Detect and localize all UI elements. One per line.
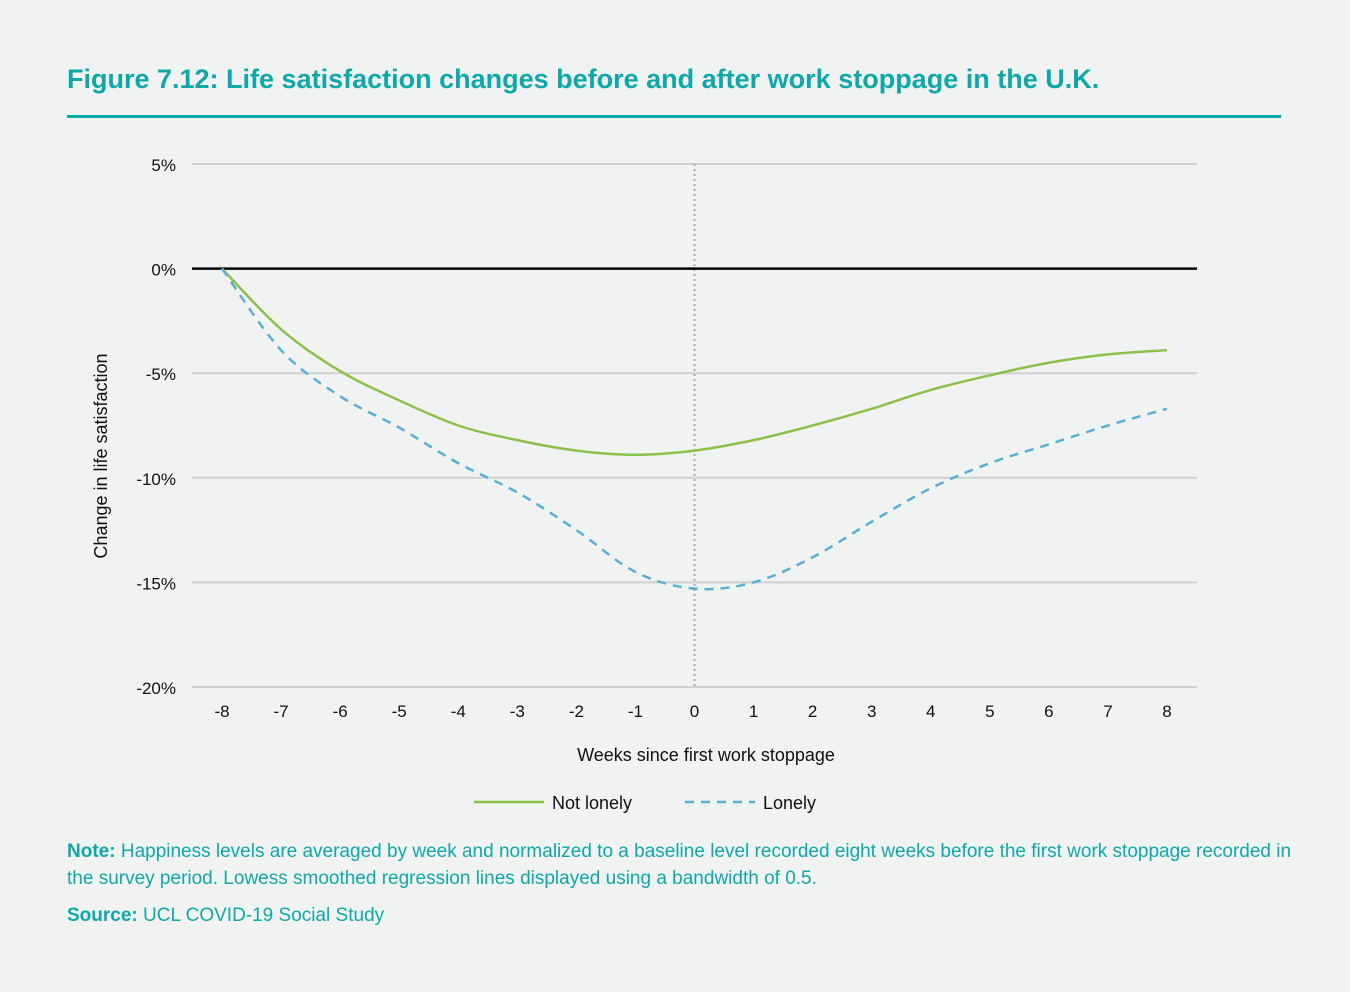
y-tick-label: -20% [136,679,176,698]
x-tick-label: 0 [690,702,699,721]
series-line-not-lonely [221,267,1168,457]
x-tick-label: -6 [333,702,348,721]
x-tick-label: -1 [628,702,643,721]
x-tick-label: -2 [569,702,584,721]
x-tick-label: 8 [1162,702,1171,721]
x-tick-label: -7 [274,702,289,721]
x-tick-label: -8 [214,702,229,721]
y-tick-label: -5% [146,365,176,384]
figure-title: Figure 7.12: Life satisfaction changes b… [67,64,1100,94]
x-tick-label: -4 [451,702,466,721]
x-axis-label: Weeks since first work stoppage [577,745,835,765]
y-tick-label: -15% [136,574,176,593]
series-line-lonely [220,267,1168,591]
figure-source: Source: UCL COVID-19 Social Study [67,905,384,927]
source-text: UCL COVID-19 Social Study [137,905,385,926]
x-tick-label: 3 [867,702,876,721]
y-tick-label: 5% [151,156,176,175]
y-axis-label: Change in life satisfaction [91,353,111,558]
legend-label: Lonely [763,793,816,813]
x-tick-label: 2 [808,702,817,721]
title-divider [67,115,1281,118]
note-label: Note: [67,841,116,862]
y-tick-label: -10% [136,470,176,489]
source-label: Source: [67,905,138,926]
figure-note: Note: Happiness levels are averaged by w… [67,838,1297,892]
x-tick-label: 7 [1103,702,1112,721]
x-tick-label: -3 [510,702,525,721]
note-text: Happiness levels are averaged by week an… [67,841,1292,889]
x-tick-label: 5 [985,702,994,721]
x-tick-label: 4 [926,702,935,721]
x-tick-label: 6 [1044,702,1053,721]
y-tick-label: 0% [151,261,176,280]
x-tick-label: 1 [749,702,758,721]
x-tick-label: -5 [392,702,407,721]
legend-label: Not lonely [552,793,632,813]
